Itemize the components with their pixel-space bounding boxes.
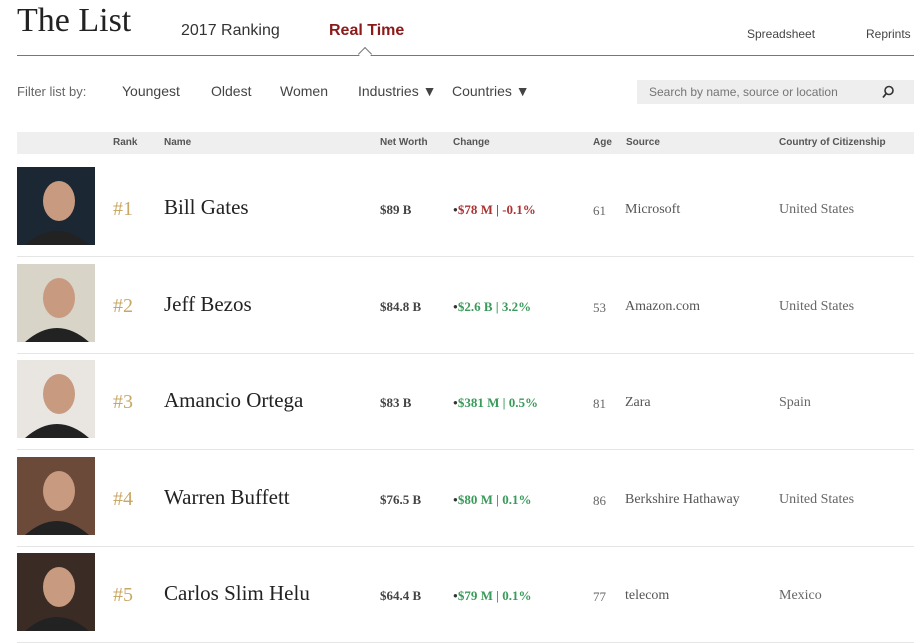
change-value: $80 M | 0.1%	[457, 491, 532, 507]
active-tab-indicator	[357, 46, 373, 62]
change-value: $78 M | -0.1%	[457, 202, 536, 217]
change-value: $381 M | 0.5%	[457, 395, 538, 410]
change: ●$78 M | -0.1%	[453, 202, 536, 218]
tab-real-time[interactable]: Real Time	[329, 22, 405, 39]
rank: #5	[113, 584, 133, 606]
change: ●$381 M | 0.5%	[453, 395, 538, 411]
source: Berkshire Hathaway	[625, 491, 740, 507]
person-name[interactable]: Jeff Bezos	[164, 291, 252, 316]
search-input[interactable]	[647, 84, 881, 100]
rank: #2	[113, 294, 133, 317]
avatar[interactable]	[17, 360, 95, 438]
country: United States	[779, 298, 855, 314]
avatar[interactable]	[17, 263, 95, 342]
person-name[interactable]: Bill Gates	[164, 195, 249, 219]
source: telecom	[625, 588, 670, 603]
col-rank[interactable]: Rank	[113, 137, 138, 148]
table-row[interactable]: #1 Bill Gates $89 B ●$78 M | -0.1% 61 Mi…	[17, 160, 914, 257]
page-title: The List	[17, 2, 132, 39]
age: 81	[593, 396, 606, 411]
net-worth: $76.5 B	[380, 491, 422, 507]
search-icon[interactable]	[881, 85, 895, 99]
rank: #3	[113, 391, 133, 413]
country: United States	[779, 202, 855, 217]
net-worth: $83 B	[380, 395, 412, 410]
age: 86	[593, 492, 606, 508]
source: Amazon.com	[625, 298, 701, 314]
tab-2017-ranking[interactable]: 2017 Ranking	[181, 22, 280, 39]
person-name[interactable]: Amancio Ortega	[164, 388, 304, 412]
arrow-up-icon: ●	[453, 301, 458, 311]
col-source[interactable]: Source	[626, 137, 660, 148]
age: 61	[593, 203, 606, 218]
age: 53	[593, 299, 606, 315]
col-age[interactable]: Age	[593, 137, 612, 148]
table-header	[17, 132, 914, 154]
net-worth: $84.8 B	[380, 298, 422, 314]
arrow-up-icon: ●	[453, 398, 458, 407]
filter-women[interactable]: Women	[280, 83, 328, 99]
filter-oldest[interactable]: Oldest	[211, 83, 252, 99]
filter-countries-dropdown[interactable]: Countries ▼	[452, 83, 530, 99]
person-name[interactable]: Carlos Slim Helu	[164, 581, 310, 605]
source: Microsoft	[625, 202, 681, 217]
col-net-worth[interactable]: Net Worth	[380, 137, 428, 148]
header-divider	[17, 55, 914, 56]
col-name[interactable]: Name	[164, 137, 192, 148]
change-value: $79 M | 0.1%	[457, 588, 532, 603]
filter-label: Filter list by:	[17, 84, 87, 99]
change: ●$2.6 B | 3.2%	[453, 299, 531, 315]
table-row[interactable]: #4 Warren Buffett $76.5 B ●$80 M | 0.1% …	[17, 450, 914, 547]
source: Zara	[625, 395, 651, 410]
reprints-link[interactable]: Reprints	[866, 27, 911, 41]
col-change[interactable]: Change	[453, 137, 490, 148]
search-box	[637, 80, 914, 104]
age: 77	[593, 589, 606, 604]
arrow-down-icon: ●	[453, 205, 458, 214]
filter-youngest[interactable]: Youngest	[122, 83, 180, 99]
table-row[interactable]: #3 Amancio Ortega $83 B ●$381 M | 0.5% 8…	[17, 353, 914, 450]
arrow-up-icon: ●	[453, 591, 458, 600]
country: Mexico	[779, 588, 822, 603]
change: ●$79 M | 0.1%	[453, 588, 531, 604]
table-row[interactable]: #5 Carlos Slim Helu $64.4 B ●$79 M | 0.1…	[17, 546, 914, 643]
change-value: $2.6 B | 3.2%	[457, 298, 532, 314]
country: Spain	[779, 395, 811, 410]
rank: #1	[113, 198, 133, 220]
col-country[interactable]: Country of Citizenship	[779, 137, 886, 148]
table-row[interactable]: #2 Jeff Bezos $84.8 B ●$2.6 B | 3.2% 53 …	[17, 257, 914, 354]
person-name[interactable]: Warren Buffett	[164, 484, 290, 509]
net-worth: $89 B	[380, 202, 412, 217]
rank: #4	[113, 487, 133, 510]
spreadsheet-link[interactable]: Spreadsheet	[747, 27, 816, 41]
net-worth: $64.4 B	[380, 588, 422, 603]
avatar[interactable]	[17, 167, 95, 245]
avatar[interactable]	[17, 456, 95, 535]
country: United States	[779, 491, 855, 507]
avatar[interactable]	[17, 553, 95, 631]
change: ●$80 M | 0.1%	[453, 492, 531, 508]
arrow-up-icon: ●	[453, 494, 458, 504]
filter-industries-dropdown[interactable]: Industries ▼	[358, 83, 437, 99]
